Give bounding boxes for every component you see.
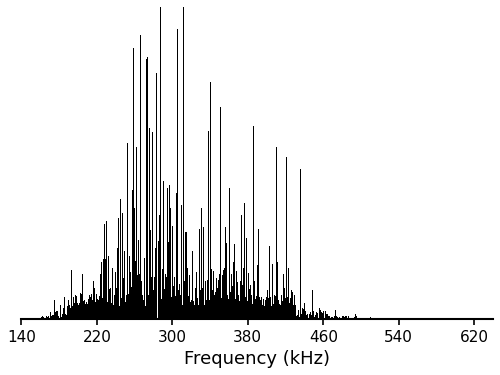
X-axis label: Frequency (kHz): Frequency (kHz) — [184, 350, 330, 368]
